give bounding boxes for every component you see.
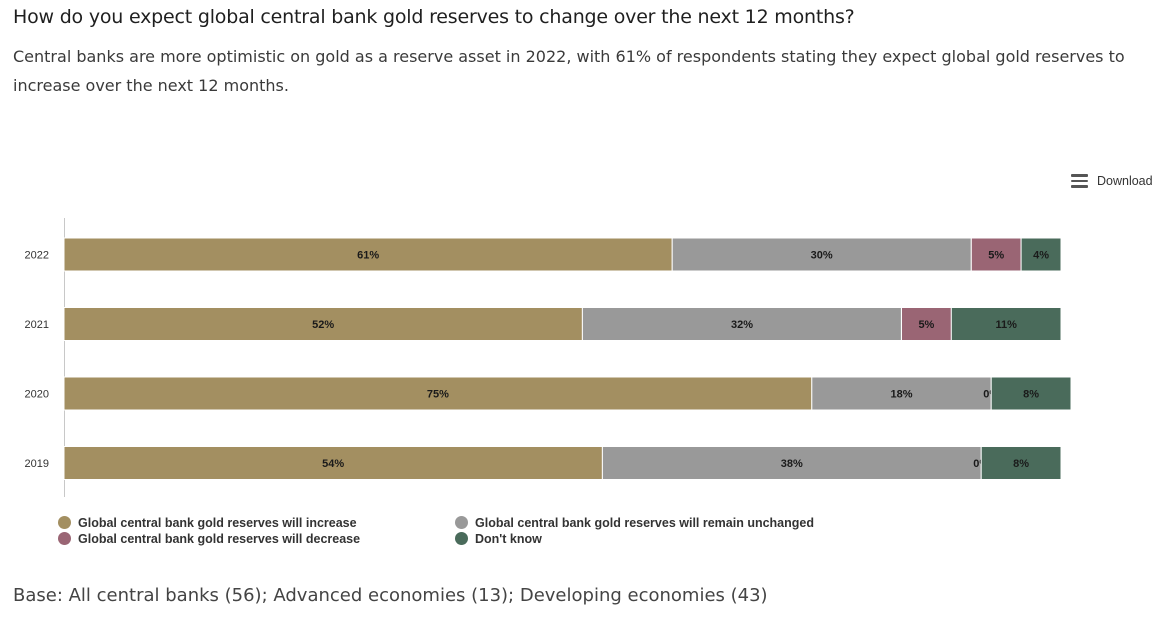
- legend-swatch-decrease: [58, 532, 71, 545]
- bar-unchanged-2022[interactable]: [671, 237, 972, 272]
- data-label-increase-2021: 52%: [312, 319, 334, 331]
- data-label-dont-know-2022: 4%: [1033, 250, 1049, 262]
- y-tick-label-2022: 2022: [25, 250, 49, 262]
- data-label-dont-know-2019: 8%: [1013, 458, 1029, 470]
- download-button[interactable]: Download: [1071, 172, 1153, 190]
- legend-label-decrease: Global central bank gold reserves will d…: [78, 531, 361, 546]
- legend-item-increase[interactable]: Global central bank gold reserves will i…: [58, 515, 455, 530]
- data-label-unchanged-2021: 32%: [731, 319, 753, 331]
- chart-subtitle: Central banks are more optimistic on gol…: [13, 47, 1125, 95]
- data-label-unchanged-2019: 38%: [781, 458, 803, 470]
- data-label-unchanged-2020: 18%: [890, 389, 912, 401]
- bar-unchanged-2020[interactable]: [811, 376, 992, 411]
- legend-label-dont-know: Don't know: [475, 531, 542, 546]
- data-label-dont-know-2020: 8%: [1023, 389, 1039, 401]
- y-tick-label-2021: 2021: [25, 319, 49, 331]
- bar-unchanged-2019[interactable]: [601, 446, 982, 480]
- bar-decrease-2022[interactable]: [970, 237, 1022, 272]
- bar-increase-2019[interactable]: [63, 446, 603, 480]
- data-label-unchanged-2022: 30%: [811, 250, 833, 262]
- stacked-bar-chart: 202261%30%5%4%202152%32%5%11%202075%18%0…: [25, 218, 1072, 497]
- legend-swatch-increase: [58, 516, 71, 529]
- data-label-increase-2020: 75%: [427, 389, 449, 401]
- bar-increase-2020[interactable]: [63, 376, 813, 411]
- legend-label-increase: Global central bank gold reserves will i…: [78, 515, 357, 530]
- download-label: Download: [1097, 174, 1153, 188]
- bar-dont-know-2019[interactable]: [980, 446, 1062, 480]
- data-label-increase-2019: 54%: [322, 458, 344, 470]
- y-tick-label-2019: 2019: [25, 458, 49, 470]
- menu-icon: [1071, 174, 1088, 188]
- legend-item-decrease[interactable]: Global central bank gold reserves will d…: [58, 531, 455, 546]
- bar-dont-know-2021[interactable]: [950, 307, 1062, 341]
- bar-unchanged-2021[interactable]: [581, 307, 902, 341]
- bar-dont-know-2022[interactable]: [1020, 237, 1062, 272]
- bar-dont-know-2020[interactable]: [990, 376, 1072, 411]
- data-label-decrease-2021: 5%: [918, 319, 934, 331]
- chart-title: How do you expect global central bank go…: [13, 6, 855, 28]
- data-label-increase-2022: 61%: [357, 250, 379, 262]
- base-note: Base: All central banks (56); Advanced e…: [13, 585, 768, 606]
- chart-legend: Global central bank gold reserves will i…: [58, 515, 958, 546]
- y-tick-label-2020: 2020: [25, 389, 49, 401]
- legend-label-unchanged: Global central bank gold reserves will r…: [475, 515, 814, 530]
- data-label-decrease-2022: 5%: [988, 250, 1004, 262]
- legend-item-dont-know[interactable]: Don't know: [455, 531, 875, 546]
- legend-swatch-unchanged: [455, 516, 468, 529]
- legend-swatch-dont-know: [455, 532, 468, 545]
- legend-item-unchanged[interactable]: Global central bank gold reserves will r…: [455, 515, 875, 530]
- data-label-dont-know-2021: 11%: [995, 319, 1017, 331]
